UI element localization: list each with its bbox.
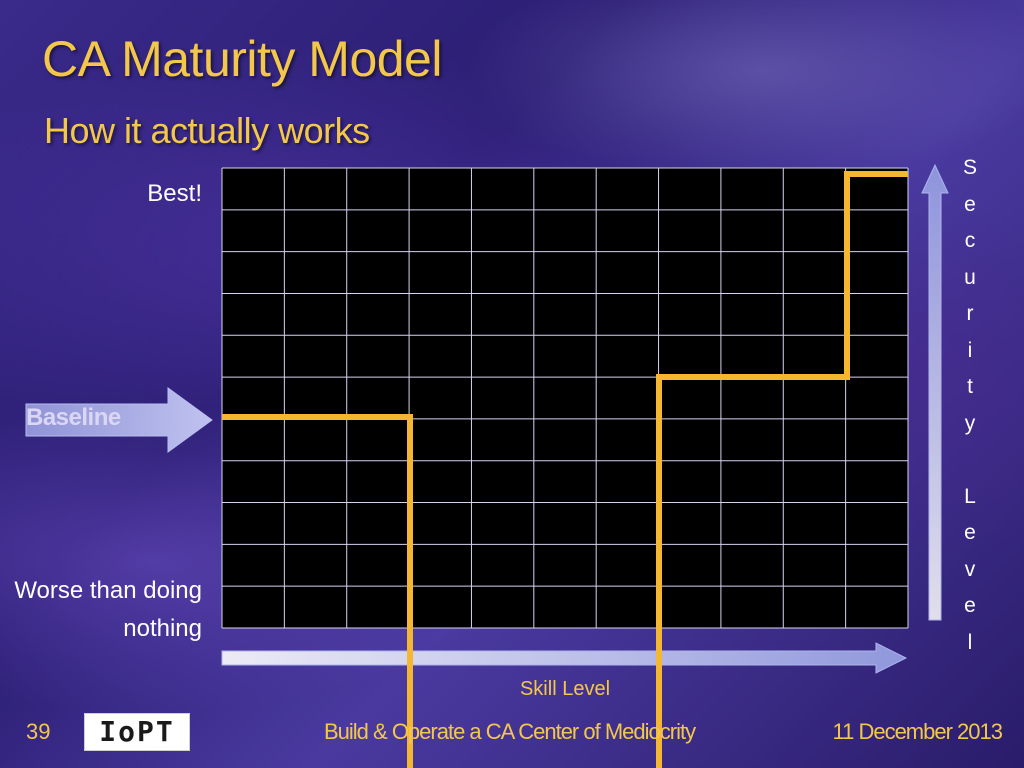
y-axis-title-letter: S (962, 156, 977, 179)
maturity-line-upper-segment (656, 171, 908, 768)
maturity-line-baseline-segment (222, 414, 413, 768)
slide-title: CA Maturity Model (42, 31, 442, 87)
y-axis-title-letter: l (967, 630, 973, 654)
slide-number: 39 (26, 719, 51, 744)
y-axis-title-letter: t (967, 375, 973, 398)
grid (221, 167, 909, 629)
y-axis-title-letter: e (964, 594, 976, 617)
y-axis-title-letter: v (964, 557, 976, 581)
y-axis-title-letter: L (964, 484, 976, 508)
iopt-logo: IoPT (84, 713, 190, 751)
logo-text: IoPT (99, 715, 175, 748)
baseline-label: Baseline (26, 404, 121, 431)
x-axis-title: Skill Level (519, 678, 611, 700)
y-axis-title-letter: r (966, 302, 974, 325)
footer-date: 11 December 2013 (832, 719, 1003, 744)
footer-presentation-title: Build & Operate a CA Center of Mediocrit… (324, 719, 696, 744)
y-axis-title-letter: y (964, 411, 976, 435)
y-axis-title-letter: e (964, 521, 976, 544)
security-level-axis-arrow (921, 163, 949, 621)
y-axis-title-letter: u (964, 265, 976, 289)
slide-subtitle: How it actually works (44, 110, 370, 151)
y-axis-title-letter: i (967, 338, 973, 362)
y-axis-title-letter: c (964, 229, 976, 252)
skill-level-axis-arrow (221, 642, 908, 674)
y-axis-title-letter: e (964, 192, 976, 216)
y-axis-title-letter (952, 442, 988, 479)
baseline-arrow (25, 387, 213, 453)
worse-label: Worse than doing nothing (14, 577, 202, 642)
best-label: Best! (147, 180, 202, 207)
grid-background (222, 168, 908, 628)
